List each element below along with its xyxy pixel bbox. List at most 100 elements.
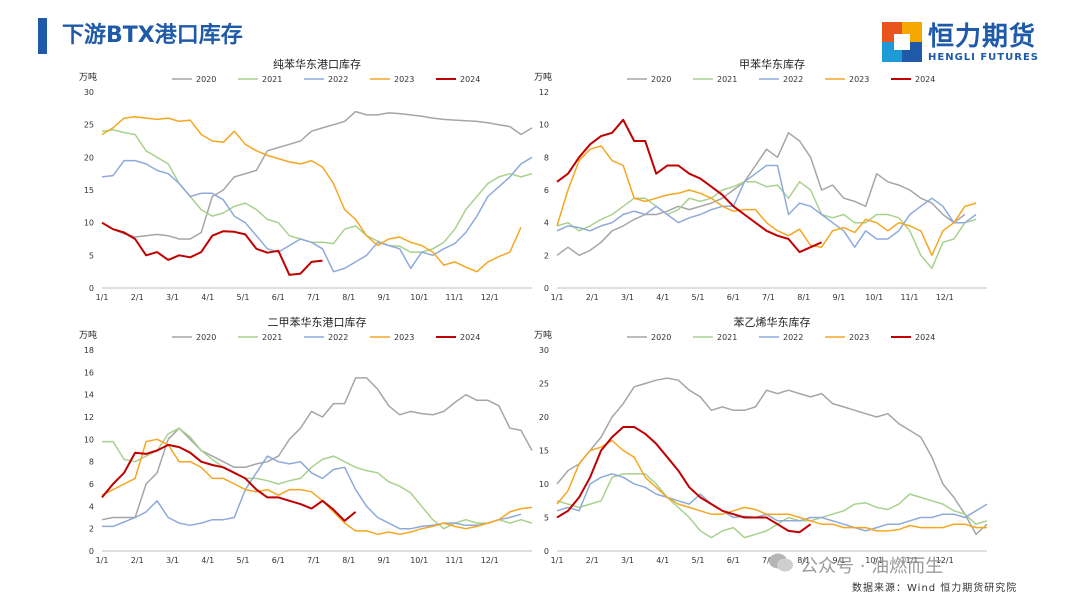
y-tick-label: 14 — [84, 391, 94, 400]
x-tick-label: 12/1 — [936, 293, 954, 302]
y-tick-label: 0 — [89, 547, 94, 556]
y-tick-label: 16 — [84, 368, 94, 377]
x-tick-label: 4/1 — [656, 556, 669, 565]
series-line-2022 — [556, 473, 988, 532]
x-tick-label: 11/1 — [445, 556, 463, 565]
x-tick-label: 2/1 — [131, 293, 144, 302]
y-tick-label: 4 — [89, 502, 94, 511]
logo-icon — [882, 22, 922, 62]
y-tick-label: 2 — [89, 525, 94, 534]
x-tick-label: 7/1 — [762, 556, 775, 565]
legend-label: 2024 — [915, 75, 935, 84]
x-tick-label: 12/1 — [936, 556, 954, 565]
legend-label: 2023 — [394, 75, 414, 84]
series-line-2020 — [101, 377, 533, 521]
chart-styrene-inventory: 苯乙烯华东库存 万吨 2020 2021 2022 2023 2024 0 5 10 15 20 25 3… — [515, 315, 1005, 571]
x-tick-label: 10/1 — [865, 556, 883, 565]
x-tick-label: 9/1 — [378, 556, 391, 565]
series-line-2024 — [556, 426, 812, 534]
x-tick-label: 7/1 — [307, 556, 320, 565]
y-tick-label: 10 — [84, 435, 94, 444]
y-tick-label: 10 — [539, 121, 549, 130]
x-tick-label: 6/1 — [272, 293, 285, 302]
y-tick-label: 15 — [84, 186, 94, 195]
x-tick-label: 9/1 — [833, 556, 846, 565]
series-line-2022 — [101, 156, 533, 273]
y-tick-label: 6 — [544, 186, 549, 195]
x-tick-label: 1/1 — [551, 556, 564, 565]
series-line-2020 — [556, 377, 988, 536]
x-tick-label: 6/1 — [272, 556, 285, 565]
x-tick-label: 2/1 — [586, 293, 599, 302]
y-tick-label: 4 — [544, 219, 549, 228]
legend-label: 2020 — [651, 333, 671, 342]
series-line-2024 — [101, 443, 357, 522]
y-tick-label: 30 — [539, 346, 549, 355]
legend-label: 2024 — [460, 75, 480, 84]
series-line-2023 — [556, 439, 987, 532]
y-tick-label: 10 — [84, 219, 94, 228]
y-unit-label: 万吨 — [534, 329, 552, 341]
y-tick-label: 15 — [539, 447, 549, 456]
y-unit-label: 万吨 — [79, 71, 97, 83]
x-tick-label: 3/1 — [166, 556, 179, 565]
x-tick-label: 3/1 — [621, 293, 634, 302]
chart-benzene-inventory: 纯苯华东港口库存 万吨 2020 2021 2022 2023 2024 0 5 10 15 20 25… — [60, 57, 550, 308]
x-tick-label: 5/1 — [692, 293, 705, 302]
x-tick-label: 7/1 — [307, 293, 320, 302]
series-line-2021 — [101, 129, 533, 253]
x-tick-label: 12/1 — [481, 556, 499, 565]
page-title: 下游BTX港口库存 — [62, 23, 243, 48]
x-tick-label: 8/1 — [342, 556, 355, 565]
legend-label: 2020 — [651, 75, 671, 84]
legend-label: 2021 — [262, 75, 282, 84]
y-tick-label: 25 — [84, 121, 94, 130]
series-line-2021 — [556, 181, 977, 270]
series-line-2023 — [556, 145, 977, 257]
y-unit-label: 万吨 — [534, 71, 552, 83]
legend-label: 2024 — [460, 333, 480, 342]
x-tick-label: 9/1 — [378, 293, 391, 302]
series-line-2022 — [102, 455, 522, 530]
x-tick-label: 6/1 — [727, 293, 740, 302]
series-line-2021 — [556, 473, 988, 539]
watermark-text: 公众号 · 油燃而生 — [800, 556, 944, 577]
series-line-2024 — [101, 221, 323, 276]
series-line-2023 — [101, 438, 533, 536]
y-tick-label: 0 — [89, 284, 94, 293]
logo-text: 恒力期货 — [928, 22, 1037, 52]
series-line-2020 — [101, 110, 533, 240]
x-tick-label: 10/1 — [410, 293, 428, 302]
legend-label: 2022 — [783, 333, 803, 342]
y-tick-label: 12 — [84, 413, 94, 422]
x-tick-label: 2/1 — [586, 556, 599, 565]
x-tick-label: 5/1 — [692, 556, 705, 565]
company-logo: 恒力期货 HENGLI FUTURES — [882, 22, 1072, 66]
x-tick-label: 5/1 — [237, 556, 250, 565]
x-tick-label: 7/1 — [762, 293, 775, 302]
y-tick-label: 18 — [84, 346, 94, 355]
chart-title: 甲苯华东库存 — [739, 57, 805, 71]
x-tick-label: 11/1 — [900, 556, 918, 565]
legend-label: 2022 — [783, 75, 803, 84]
y-tick-label: 2 — [544, 251, 549, 260]
x-tick-label: 5/1 — [237, 293, 250, 302]
x-tick-label: 12/1 — [481, 293, 499, 302]
y-tick-label: 0 — [544, 547, 549, 556]
legend-label: 2023 — [394, 333, 414, 342]
legend-label: 2021 — [717, 333, 737, 342]
x-tick-label: 3/1 — [166, 293, 179, 302]
x-tick-label: 4/1 — [201, 293, 214, 302]
logo-subtext: HENGLI FUTURES — [928, 52, 1039, 63]
x-tick-label: 8/1 — [797, 293, 810, 302]
y-tick-label: 20 — [84, 153, 94, 162]
x-tick-label: 10/1 — [865, 293, 883, 302]
y-tick-label: 12 — [539, 88, 549, 97]
series-line-2021 — [102, 427, 533, 530]
y-tick-label: 8 — [89, 458, 94, 467]
y-tick-label: 25 — [539, 380, 549, 389]
legend-label: 2021 — [717, 75, 737, 84]
